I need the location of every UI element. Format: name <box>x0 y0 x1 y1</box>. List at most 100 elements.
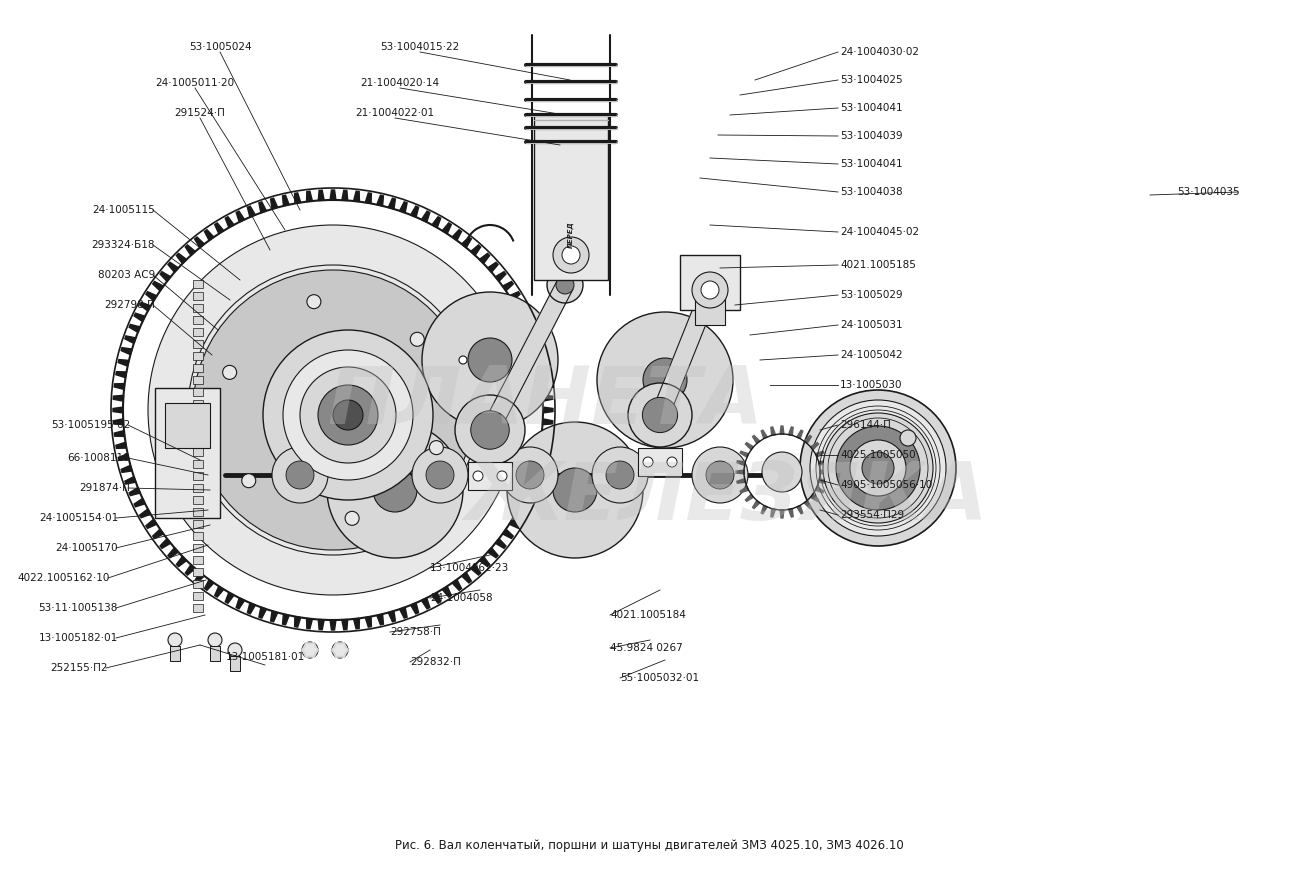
Polygon shape <box>248 206 256 217</box>
Bar <box>193 568 202 576</box>
Polygon shape <box>314 643 318 650</box>
Polygon shape <box>819 461 827 465</box>
Polygon shape <box>314 650 318 656</box>
Text: Рис. 6. Вал коленчатый, поршни и шатуны двигателей ЗМЗ 4025.10, ЗМЗ 4026.10: Рис. 6. Вал коленчатый, поршни и шатуны … <box>395 838 903 851</box>
Polygon shape <box>113 407 123 413</box>
Text: 24·1004058: 24·1004058 <box>430 593 493 603</box>
Circle shape <box>762 452 802 492</box>
Polygon shape <box>302 650 306 656</box>
Circle shape <box>332 642 348 658</box>
Polygon shape <box>130 488 140 496</box>
Text: 24·1005011·20: 24·1005011·20 <box>156 78 235 88</box>
Text: 53·1004039: 53·1004039 <box>840 131 902 141</box>
Polygon shape <box>797 430 802 438</box>
Text: 292758·П: 292758·П <box>389 627 441 637</box>
Polygon shape <box>306 643 314 644</box>
Polygon shape <box>283 196 289 206</box>
Polygon shape <box>533 465 545 472</box>
Circle shape <box>823 413 933 523</box>
Polygon shape <box>537 454 548 460</box>
Polygon shape <box>789 427 793 436</box>
Text: 53·1004038: 53·1004038 <box>840 187 902 197</box>
Bar <box>193 292 202 300</box>
Polygon shape <box>318 190 324 201</box>
Polygon shape <box>797 505 802 514</box>
Bar <box>639 448 681 476</box>
Text: 55·1005032·01: 55·1005032·01 <box>620 673 700 683</box>
Text: 53·1005024: 53·1005024 <box>188 42 252 52</box>
Circle shape <box>327 422 463 558</box>
Polygon shape <box>805 500 811 509</box>
Text: 293324·Б18: 293324·Б18 <box>91 240 154 250</box>
Text: 66·1008110: 66·1008110 <box>67 453 130 463</box>
Text: 53·1005029: 53·1005029 <box>840 290 902 300</box>
Text: 296144·П: 296144·П <box>840 420 890 430</box>
Polygon shape <box>737 478 745 483</box>
Polygon shape <box>205 230 214 240</box>
Polygon shape <box>753 500 759 509</box>
Text: 4905·1005056·10: 4905·1005056·10 <box>840 480 932 490</box>
Polygon shape <box>541 430 552 436</box>
Polygon shape <box>520 498 532 507</box>
Circle shape <box>410 333 424 347</box>
Polygon shape <box>740 451 749 457</box>
Circle shape <box>606 461 633 489</box>
Polygon shape <box>341 190 348 201</box>
Polygon shape <box>496 539 506 548</box>
Polygon shape <box>422 598 430 608</box>
Polygon shape <box>118 360 129 366</box>
Bar <box>193 340 202 348</box>
Polygon shape <box>118 454 129 460</box>
Circle shape <box>228 643 241 657</box>
Polygon shape <box>283 614 289 625</box>
Polygon shape <box>761 505 767 514</box>
Circle shape <box>694 274 726 306</box>
Polygon shape <box>332 643 336 650</box>
Polygon shape <box>400 202 408 213</box>
Circle shape <box>862 452 894 484</box>
Polygon shape <box>740 487 749 492</box>
Polygon shape <box>410 206 419 217</box>
Polygon shape <box>652 286 718 418</box>
Circle shape <box>300 367 396 463</box>
Bar <box>193 304 202 312</box>
Bar <box>193 496 202 504</box>
Bar <box>193 352 202 360</box>
Circle shape <box>517 461 544 489</box>
Bar <box>193 388 202 396</box>
Text: 21·1004022·01: 21·1004022·01 <box>356 108 435 118</box>
Text: 13·1004062·23: 13·1004062·23 <box>430 563 509 573</box>
Polygon shape <box>815 451 824 457</box>
Polygon shape <box>462 573 471 583</box>
Circle shape <box>426 461 454 489</box>
Polygon shape <box>177 556 187 567</box>
Polygon shape <box>125 477 136 485</box>
Bar <box>230 656 240 671</box>
Text: 21·1004020·14: 21·1004020·14 <box>361 78 440 88</box>
Polygon shape <box>780 426 784 434</box>
Circle shape <box>592 447 648 503</box>
Polygon shape <box>248 603 256 614</box>
Text: ПЛАНЕТА: ПЛАНЕТА <box>327 362 763 441</box>
Text: 24·1005154·01: 24·1005154·01 <box>39 513 118 523</box>
Polygon shape <box>432 593 441 603</box>
Polygon shape <box>443 223 452 234</box>
Polygon shape <box>153 281 164 291</box>
Circle shape <box>223 366 236 380</box>
Polygon shape <box>186 565 195 575</box>
Circle shape <box>850 440 906 496</box>
Polygon shape <box>214 223 223 234</box>
Bar <box>193 400 202 408</box>
Bar <box>680 255 740 310</box>
Polygon shape <box>530 477 541 485</box>
Polygon shape <box>121 465 132 472</box>
Text: 291524·П: 291524·П <box>174 108 226 118</box>
Polygon shape <box>365 193 371 203</box>
Bar <box>154 388 219 518</box>
Polygon shape <box>805 436 811 443</box>
Polygon shape <box>236 211 244 222</box>
Text: 4021.1005185: 4021.1005185 <box>840 260 916 270</box>
Circle shape <box>900 430 916 446</box>
Circle shape <box>562 246 580 264</box>
Circle shape <box>556 276 574 294</box>
